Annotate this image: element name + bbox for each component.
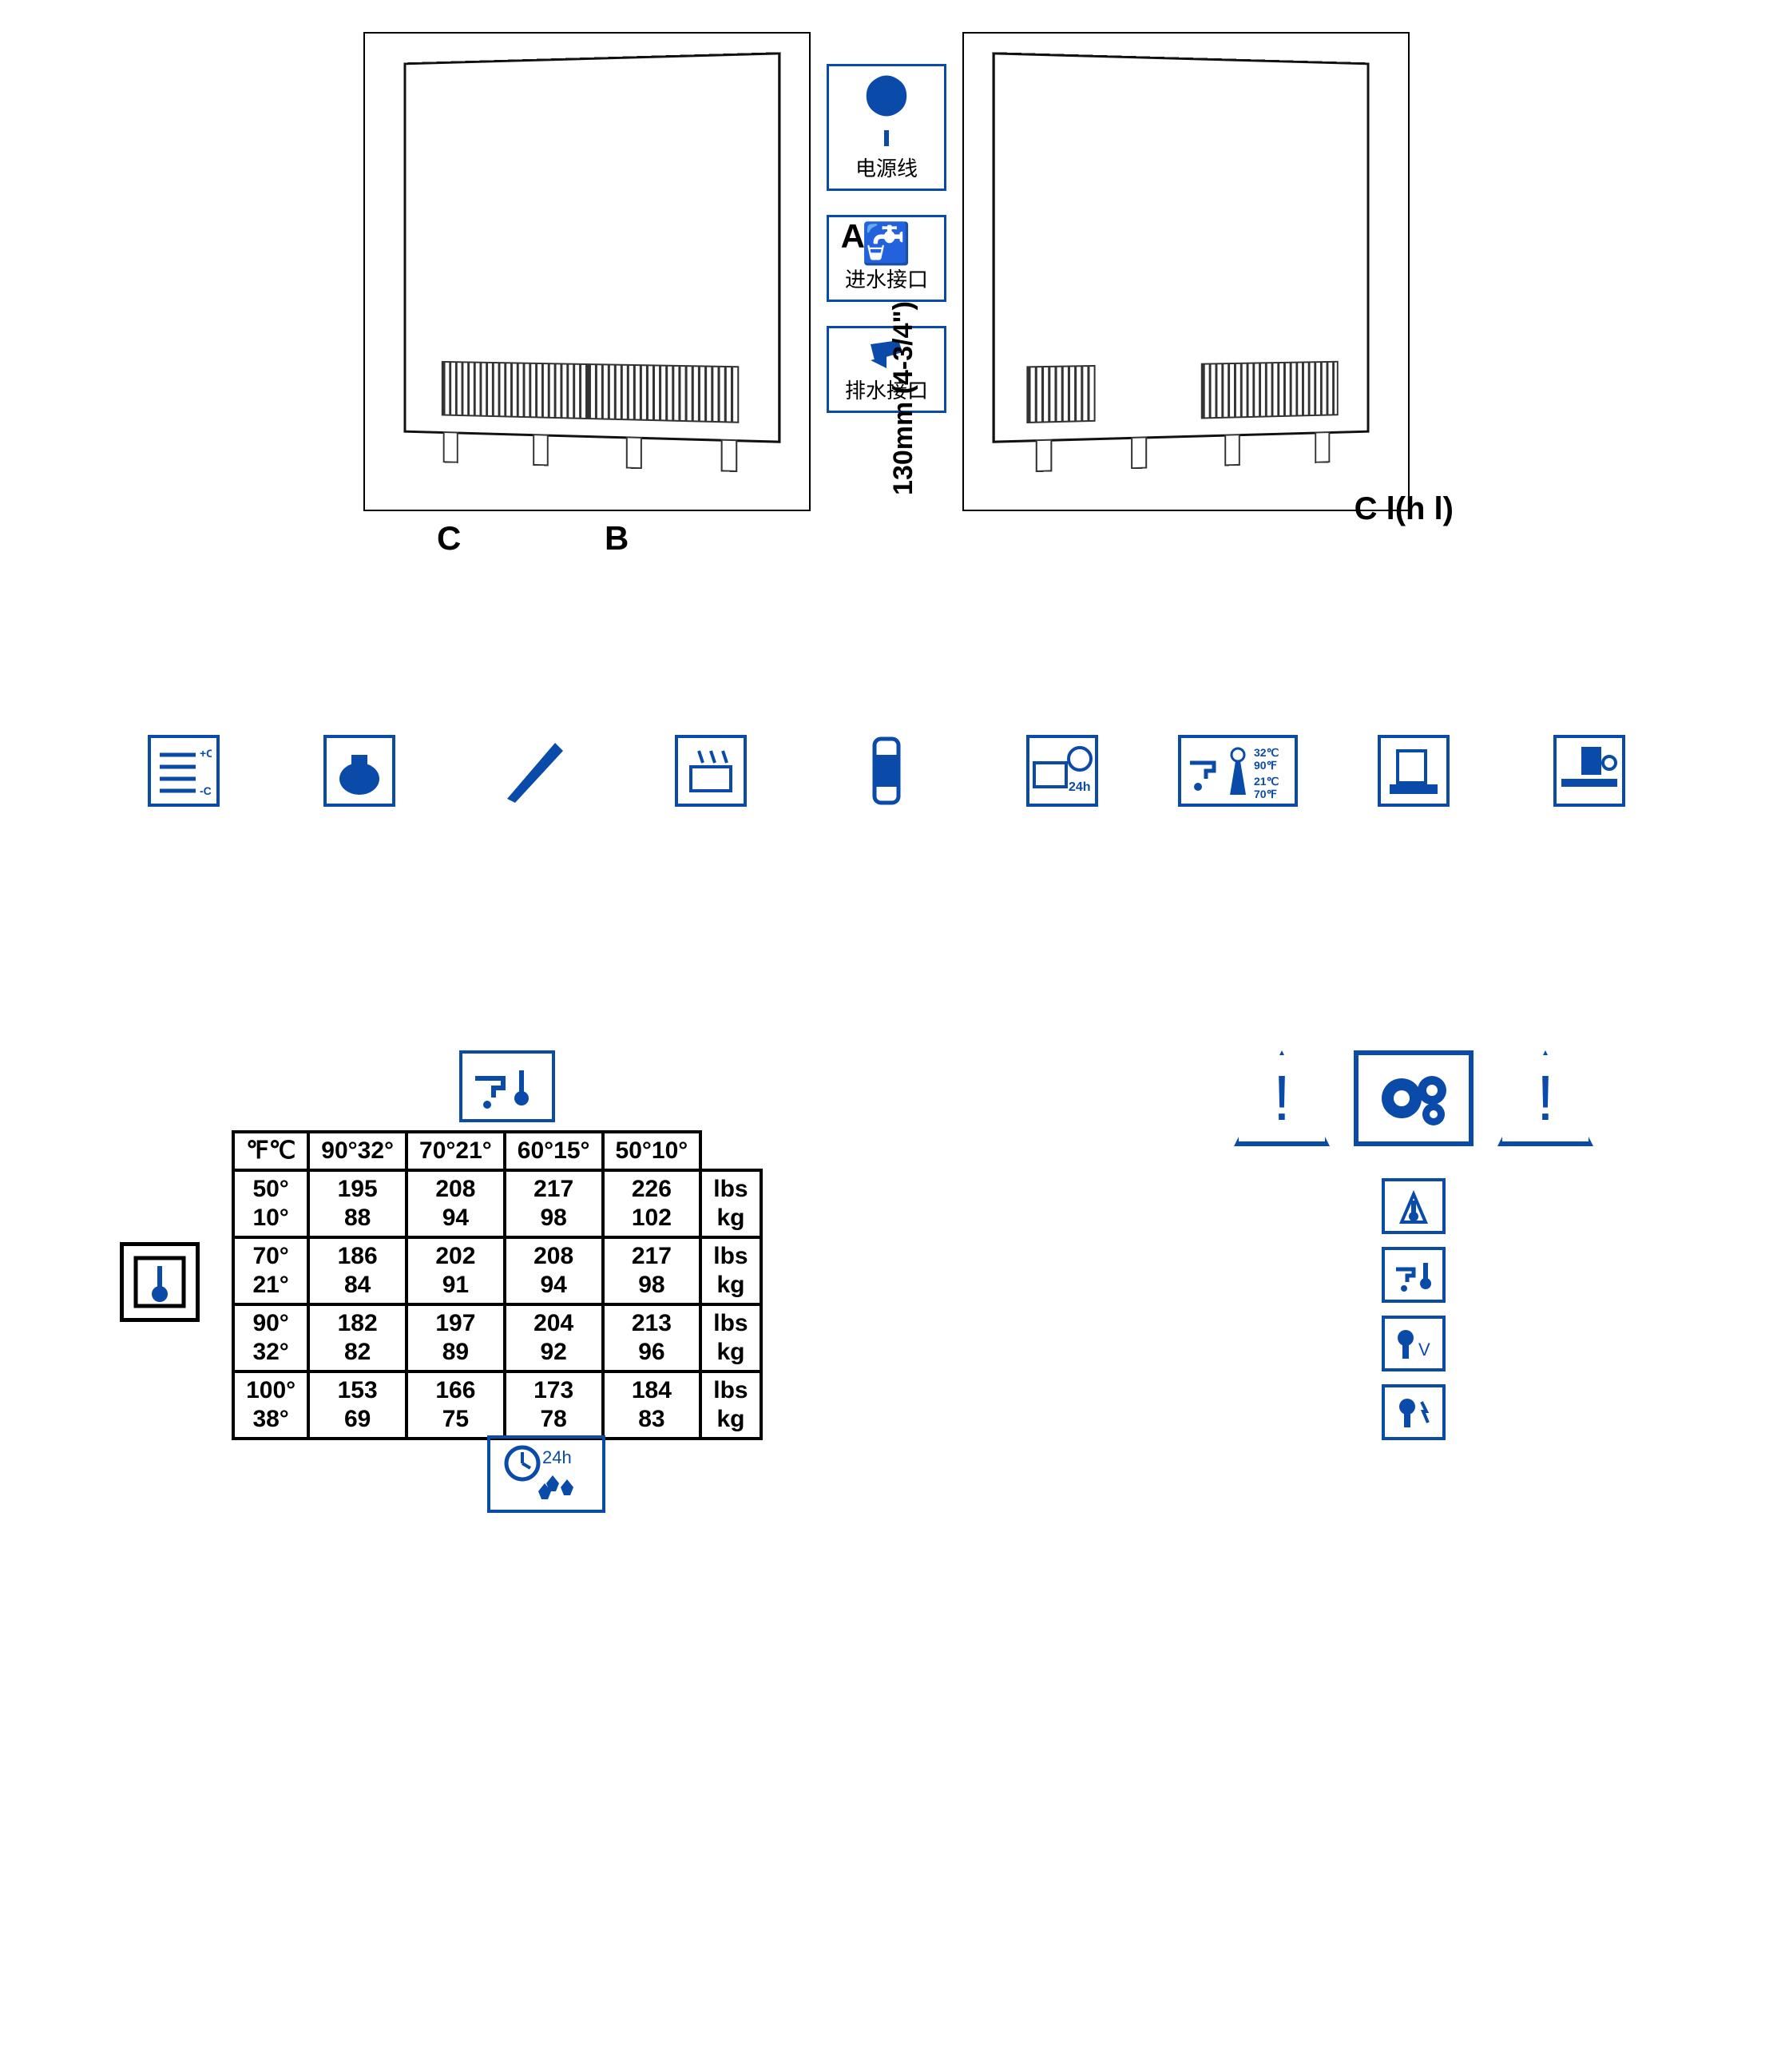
warning-icon: !: [1497, 1050, 1593, 1146]
power-cord-text: 电源线: [835, 153, 938, 182]
svg-text:+C°: +C°: [200, 747, 212, 760]
power-cord-label: ⬤ 电源线: [827, 64, 946, 191]
legs: [406, 431, 778, 474]
drain-text: 排水接口: [835, 375, 938, 404]
table-row: 70°21° 18684 20291 20894 21798 lbskg: [233, 1237, 761, 1304]
ship-weight-icon: [1553, 735, 1625, 807]
water-temp-small-icon: [1382, 1247, 1446, 1303]
dimension-A-label: A: [841, 217, 865, 256]
water-temp-col: 50°10°: [603, 1132, 701, 1170]
vent-grill: [442, 361, 587, 419]
install-conditions: ! !: [1166, 1050, 1661, 1440]
svg-text:V: V: [1418, 1340, 1430, 1360]
svg-text:32℃: 32℃: [1254, 746, 1279, 759]
install-power: [1382, 1384, 1446, 1440]
drain-icon: [835, 335, 938, 375]
24h-output-icon-box: 24h: [487, 1435, 647, 1513]
ambient-temp-icon-box: [112, 1242, 208, 1322]
performance-table-wrap: ℉℃ 90°32° 70°21° 60°15° 50°10° 50°10° 19…: [232, 1050, 763, 1513]
spec-net-weight: [1342, 735, 1485, 807]
power-cord-icon: ⬤: [835, 73, 938, 153]
spec-icon-row: +C° -C°: [112, 559, 1661, 843]
spec-refrigerant: [463, 735, 607, 811]
drain-label: 排水接口: [827, 326, 946, 413]
fuse-icon: [851, 735, 922, 807]
svg-text:24h: 24h: [542, 1447, 572, 1467]
water-temp-col: 70°21°: [407, 1132, 505, 1170]
spec-kwh-24h: 24h: [990, 735, 1134, 807]
table-row: 50°10° 19588 20894 21798 226102 lbskg: [233, 1170, 761, 1237]
rear-vent: [1201, 361, 1339, 419]
refrigerant-icon: [499, 735, 571, 807]
install-ambient-temp: [1382, 1178, 1446, 1234]
install-voltage: V: [1382, 1316, 1446, 1371]
svg-text:70℉: 70℉: [1254, 788, 1277, 800]
kwh-24h-icon: 24h: [1026, 735, 1098, 807]
power-supply-icon: [675, 735, 747, 807]
svg-text:21℃: 21℃: [1254, 775, 1279, 788]
rear-vent: [1026, 365, 1096, 423]
water-temp-col: 90°32°: [308, 1132, 407, 1170]
product-rear-outline: [993, 52, 1370, 443]
svg-text:24h: 24h: [1069, 780, 1091, 794]
performance-block: ℉℃ 90°32° 70°21° 60°15° 50°10° 50°10° 19…: [112, 1050, 763, 1513]
spec-compressor: [288, 735, 431, 807]
performance-table: ℉℃ 90°32° 70°21° 60°15° 50°10° 50°10° 19…: [232, 1130, 763, 1440]
spec-water-use: 32℃ 90℉ 21℃ 70℉: [1166, 735, 1310, 807]
spec-fuse: [815, 735, 958, 811]
product-diagram-area: A 130mm (4-3/4") B C ⬤ 电源线 🚰 进水接口 排水接口: [112, 32, 1661, 511]
power-small-icon: [1382, 1384, 1446, 1440]
operating-conditions-icon: [1354, 1050, 1474, 1146]
install-conditions-list: V: [1166, 1178, 1661, 1440]
net-weight-icon: [1378, 735, 1450, 807]
spec-power-supply: [639, 735, 783, 807]
water-temp-icon-box: [439, 1050, 575, 1122]
dimension-clearance-label: 130mm (4-3/4"): [888, 301, 919, 495]
unit-header: ℉℃: [233, 1132, 308, 1170]
voltage-small-icon: V: [1382, 1316, 1446, 1371]
spec-ship-weight: [1517, 735, 1661, 807]
warning-icon: !: [1234, 1050, 1330, 1146]
ambient-temp-icon: [120, 1242, 200, 1322]
datasheet-page: A 130mm (4-3/4") B C ⬤ 电源线 🚰 进水接口 排水接口: [0, 0, 1773, 1577]
water-use-icon: 32℃ 90℉ 21℃ 70℉: [1178, 735, 1298, 807]
vent-grill: [587, 363, 739, 423]
24h-output-icon: 24h: [487, 1435, 605, 1513]
table-row: 100°38° 15369 16675 17378 18483 lbskg: [233, 1371, 761, 1439]
water-inlet-text: 进水接口: [835, 264, 938, 293]
warning-icons-row: ! !: [1166, 1050, 1661, 1146]
condenser-icon: +C° -C°: [148, 735, 220, 807]
install-water-temp: [1382, 1247, 1446, 1303]
ambient-temp-small-icon: [1382, 1178, 1446, 1234]
table-row: 90°32° 18282 19789 20492 21396 lbskg: [233, 1304, 761, 1371]
product-front-outline: [404, 52, 781, 443]
product-rear-view: [962, 32, 1410, 511]
water-temp-icon: [459, 1050, 555, 1122]
dimension-B-label: B: [605, 519, 629, 558]
bottom-section: ℉℃ 90°32° 70°21° 60°15° 50°10° 50°10° 19…: [112, 1050, 1661, 1513]
product-front-view: A 130mm (4-3/4") B C: [363, 32, 811, 511]
table-header-row: ℉℃ 90°32° 70°21° 60°15° 50°10°: [233, 1132, 761, 1170]
legs: [995, 431, 1367, 474]
spec-condenser: +C° -C°: [112, 735, 256, 807]
dimension-C-label: C: [437, 519, 461, 558]
svg-text:90℉: 90℉: [1254, 759, 1277, 772]
svg-text:-C°: -C°: [200, 784, 212, 797]
water-temp-col: 60°15°: [505, 1132, 603, 1170]
compressor-icon: [323, 735, 395, 807]
cutoff-text: C l(h l): [1355, 491, 1454, 527]
